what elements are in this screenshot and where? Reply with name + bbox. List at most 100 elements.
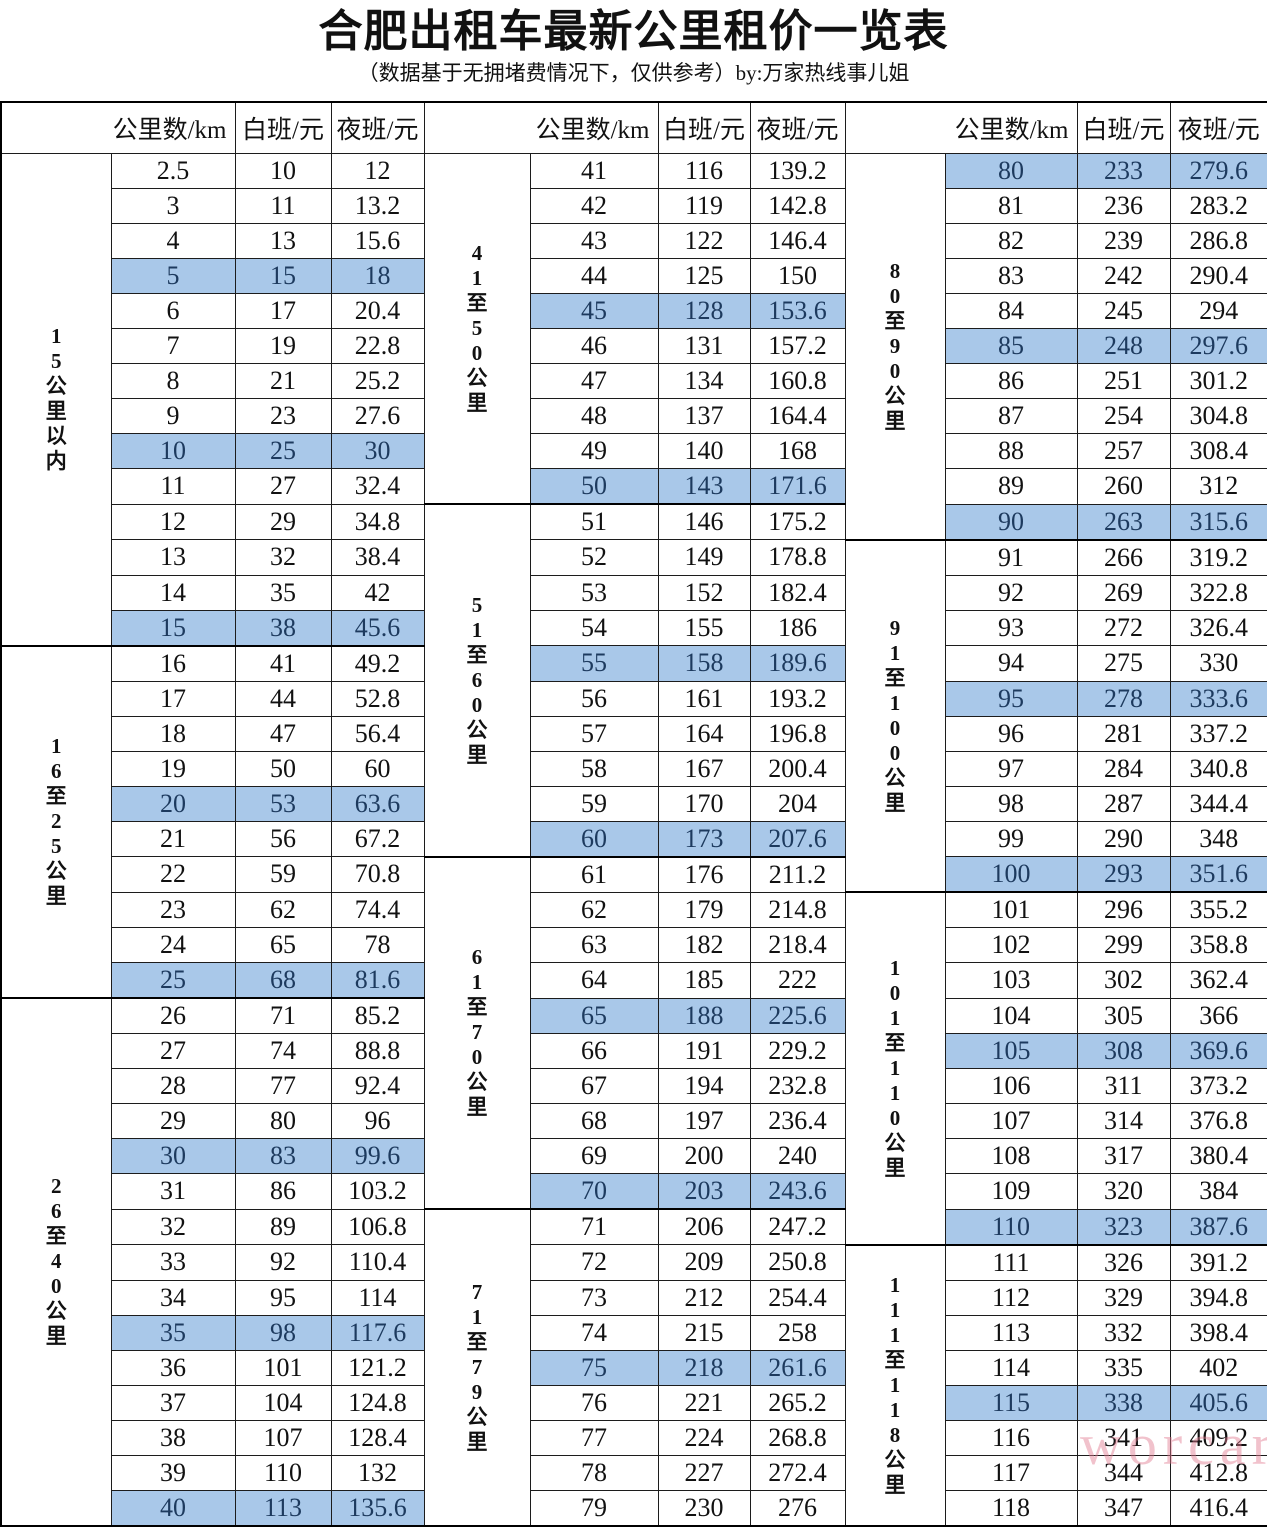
km-cell: 78 [529, 1454, 659, 1491]
night-fare-cell: 128.4 [330, 1419, 425, 1456]
night-fare-cell: 204 [749, 785, 846, 822]
col-header-km: 公里数/km [844, 101, 1078, 154]
day-fare-cell: 119 [657, 188, 751, 224]
day-fare-cell: 284 [1076, 750, 1171, 787]
km-cell: 79 [529, 1489, 659, 1526]
night-fare-cell: 337.2 [1169, 715, 1267, 752]
day-fare-cell: 149 [657, 539, 751, 576]
day-fare-cell: 128 [657, 293, 751, 329]
night-fare-cell: 304.8 [1169, 398, 1267, 434]
km-cell: 113 [944, 1314, 1078, 1351]
day-fare-cell: 332 [1076, 1314, 1171, 1351]
night-fare-cell: 25.2 [330, 363, 425, 399]
km-cell: 49 [529, 433, 659, 469]
km-cell: 42 [529, 188, 659, 224]
day-fare-cell: 122 [657, 223, 751, 259]
km-cell: 50 [529, 468, 659, 505]
day-fare-cell: 275 [1076, 645, 1171, 682]
night-fare-cell: 380.4 [1169, 1138, 1267, 1174]
km-cell: 99 [944, 820, 1078, 857]
night-fare-cell: 74.4 [330, 891, 425, 928]
night-fare-cell: 142.8 [749, 188, 846, 224]
km-cell: 69 [529, 1138, 659, 1174]
day-fare-cell: 254 [1076, 398, 1171, 434]
day-fare-cell: 236 [1076, 188, 1171, 224]
km-cell: 76 [529, 1384, 659, 1421]
day-fare-cell: 77 [234, 1068, 332, 1104]
km-cell: 92 [944, 574, 1078, 611]
day-fare-cell: 209 [657, 1244, 751, 1281]
day-fare-cell: 10 [234, 153, 332, 189]
km-cell: 107 [944, 1103, 1078, 1139]
night-fare-cell: 376.8 [1169, 1103, 1267, 1139]
km-cell: 53 [529, 574, 659, 611]
night-fare-cell: 394.8 [1169, 1279, 1267, 1316]
day-fare-cell: 176 [657, 855, 751, 893]
night-fare-cell: 369.6 [1169, 1033, 1267, 1069]
day-fare-cell: 29 [234, 503, 332, 540]
night-fare-cell: 283.2 [1169, 188, 1267, 224]
day-fare-cell: 323 [1076, 1208, 1171, 1245]
km-cell: 19 [110, 750, 236, 787]
day-fare-cell: 38 [234, 609, 332, 646]
day-fare-cell: 293 [1076, 856, 1171, 893]
night-fare-cell: 286.8 [1169, 223, 1267, 259]
day-fare-cell: 35 [234, 574, 332, 611]
day-fare-cell: 326 [1076, 1243, 1171, 1281]
night-fare-cell: 12 [330, 153, 425, 189]
night-fare-cell: 214.8 [749, 891, 846, 928]
km-cell: 111 [944, 1243, 1078, 1281]
km-cell: 64 [529, 962, 659, 999]
km-cell: 27 [110, 1033, 236, 1069]
km-cell: 77 [529, 1419, 659, 1456]
km-cell: 118 [944, 1489, 1078, 1526]
km-cell: 9 [110, 398, 236, 434]
km-cell: 98 [944, 785, 1078, 822]
km-cell: 31 [110, 1173, 236, 1210]
km-cell: 88 [944, 433, 1078, 469]
km-cell: 101 [944, 891, 1078, 928]
day-fare-cell: 260 [1076, 468, 1171, 505]
km-cell: 80 [944, 153, 1078, 189]
day-fare-cell: 314 [1076, 1103, 1171, 1139]
day-fare-cell: 13 [234, 223, 332, 259]
day-fare-cell: 242 [1076, 258, 1171, 294]
night-fare-cell: 135.6 [330, 1489, 425, 1526]
km-cell: 87 [944, 398, 1078, 434]
day-fare-cell: 200 [657, 1138, 751, 1174]
day-fare-cell: 344 [1076, 1454, 1171, 1491]
km-cell: 34 [110, 1279, 236, 1316]
day-fare-cell: 89 [234, 1208, 332, 1245]
day-fare-cell: 230 [657, 1489, 751, 1526]
day-fare-cell: 173 [657, 820, 751, 857]
km-cell: 95 [944, 680, 1078, 717]
night-fare-cell: 124.8 [330, 1384, 425, 1421]
night-fare-cell: 18 [330, 258, 425, 294]
night-fare-cell: 362.4 [1169, 962, 1267, 999]
km-cell: 43 [529, 223, 659, 259]
km-cell: 28 [110, 1068, 236, 1104]
day-fare-cell: 191 [657, 1033, 751, 1069]
day-fare-cell: 215 [657, 1314, 751, 1351]
km-cell: 93 [944, 609, 1078, 646]
page-subtitle: （数据基于无拥堵费情况下，仅供参考）by:万家热线事儿姐 [357, 61, 910, 85]
page-title: 合肥出租车最新公里租价一览表 [318, 7, 949, 56]
day-fare-cell: 86 [234, 1173, 332, 1210]
night-fare-cell: 20.4 [330, 293, 425, 329]
km-cell: 62 [529, 891, 659, 928]
km-cell: 23 [110, 891, 236, 928]
km-cell: 106 [944, 1068, 1078, 1104]
night-fare-cell: 416.4 [1169, 1489, 1267, 1526]
km-cell: 96 [944, 715, 1078, 752]
km-cell: 94 [944, 645, 1078, 682]
km-cell: 2.5 [110, 153, 236, 189]
day-fare-cell: 263 [1076, 503, 1171, 540]
km-cell: 105 [944, 1033, 1078, 1069]
km-cell: 39 [110, 1454, 236, 1491]
km-cell: 4 [110, 223, 236, 259]
col-header-day: 白班/元 [234, 101, 332, 154]
night-fare-cell: 182.4 [749, 574, 846, 611]
day-fare-cell: 44 [234, 680, 332, 717]
